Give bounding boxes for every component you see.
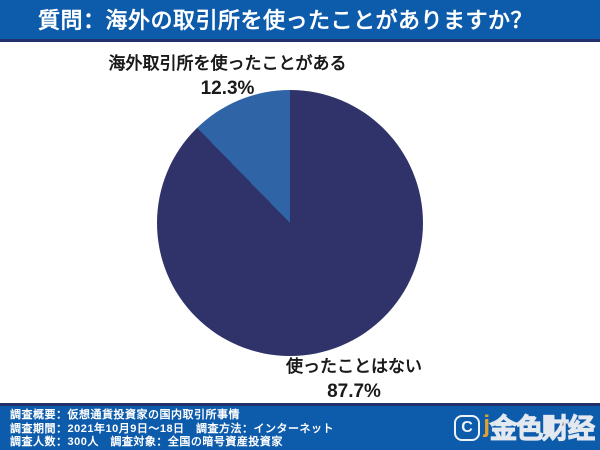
question-title: 質問：海外の取引所を使ったことがありますか？: [38, 8, 534, 33]
survey-overview-line: 調査概要：仮想通貨投資家の国内取引所事情: [10, 409, 240, 421]
jinse-logo-wordmark: 金色财经: [489, 413, 595, 444]
jinse-finance-logo: C j 金色财经: [454, 407, 596, 446]
survey-details-footer: 調査概要：仮想通貨投資家の国内取引所事情 調査期間：2021年10月9日～18日…: [0, 403, 600, 450]
pie-chart: [157, 90, 423, 356]
slice-label-never-used: 使ったことはない: [286, 357, 422, 376]
jinse-logo-icon: C j: [454, 410, 490, 444]
slice-label-overseas-used: 海外取引所を使ったことがある: [108, 54, 347, 73]
survey-period-line: 調査期間：2021年10月9日～18日 調査方法：インターネット: [10, 422, 335, 435]
slice-percent-never-used: 87.7%: [327, 381, 381, 402]
callout-overseas-used: 海外取引所を使ったことがある 12.3%: [85, 53, 370, 101]
callout-never-used: 使ったことはない 87.7%: [254, 356, 454, 404]
jinse-logo-j-mark: j: [483, 410, 490, 438]
survey-sample-line: 調査人数：300人 調査対象：全国の暗号資産投資家: [10, 436, 283, 448]
pie-chart-area: 海外取引所を使ったことがある 12.3% 使ったことはない 87.7%: [0, 45, 600, 403]
slice-percent-overseas-used: 12.3%: [200, 78, 255, 99]
question-banner: 質問：海外の取引所を使ったことがありますか？: [0, 0, 600, 42]
jinse-logo-c-mark: C: [454, 414, 480, 441]
